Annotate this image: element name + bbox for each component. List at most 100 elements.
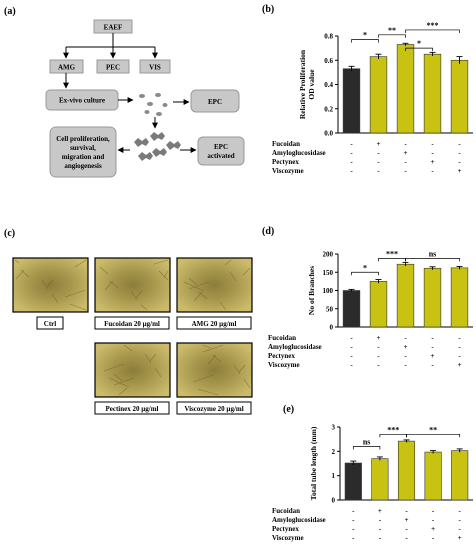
- bar-amyloglucosidase: [397, 440, 416, 501]
- treatment-mark: -: [379, 516, 382, 524]
- treatment-mark: -: [352, 525, 355, 533]
- significance-label: *: [363, 31, 367, 40]
- treatment-mark: +: [404, 149, 408, 157]
- panel-d-letter: (d): [262, 226, 274, 237]
- significance-label: *: [363, 263, 367, 272]
- y-tick-label: 0.0: [324, 130, 333, 138]
- treatment-mark: -: [431, 167, 434, 175]
- treatment-mark: -: [458, 352, 461, 360]
- significance-bracket: [352, 446, 381, 450]
- chart-b-proliferation: 0.0 0.2 0.4 0.6 0.8 Relative Proliferation OD …: [272, 21, 473, 175]
- micrograph-1: Ctrl: [12, 257, 89, 330]
- treatment-mark: -: [352, 507, 355, 515]
- y-axis-label: Relative Proliferation: [298, 49, 307, 119]
- treatment-mark: -: [377, 361, 380, 369]
- micrograph-4: Pectinex 20 µg/ml: [94, 342, 171, 415]
- treatment-mark: -: [405, 525, 408, 533]
- bar-amyloglucosidase: [396, 44, 415, 134]
- significance-bracket: [378, 258, 406, 262]
- activated-cell-icon: [134, 132, 181, 161]
- treatment-row-label: Amyloglucosidase: [272, 149, 326, 157]
- treatment-mark: +: [431, 525, 435, 533]
- significance-bracket: [405, 258, 460, 262]
- bar-viscozyme: [450, 267, 469, 328]
- epc-activated-line1: EPC: [214, 143, 228, 151]
- significance-label: ***: [427, 21, 439, 30]
- pec-label: PEC: [106, 64, 120, 72]
- micrograph-5: Viscozyme 20 µg/ml: [176, 342, 253, 415]
- tube-network-texture: [103, 344, 162, 396]
- treatment-mark: -: [350, 158, 353, 166]
- micrograph-caption-box: [176, 316, 252, 330]
- bar-viscozyme: [451, 450, 469, 501]
- treatment-row-label: Fucoidan: [272, 140, 300, 148]
- treatment-mark: -: [431, 149, 434, 157]
- treatment-mark: -: [458, 158, 461, 166]
- y-tick-label: 0.8: [324, 33, 333, 41]
- bar-pectynex: [424, 451, 442, 501]
- exvivo-label: Ex-vivo culture: [59, 97, 105, 105]
- y-tick-label: 0: [330, 324, 334, 332]
- micrograph-3: AMG 20 µg/ml: [176, 257, 253, 330]
- treatment-mark: -: [458, 334, 461, 342]
- vis-label: VIS: [149, 64, 161, 72]
- treatment-mark: -: [431, 140, 434, 148]
- tube-network-texture: [99, 259, 169, 311]
- significance-label: ns: [429, 249, 437, 258]
- panel-b-letter: (b): [262, 4, 274, 15]
- panel-c-letter: (c): [4, 228, 15, 239]
- treatment-mark: +: [458, 361, 462, 369]
- micrograph-caption-box: [94, 316, 170, 330]
- treatment-mark: +: [377, 140, 381, 148]
- treatment-mark: -: [377, 158, 380, 166]
- micrograph-caption: Fucoidan 20 µg/ml: [104, 320, 160, 328]
- significance-bracket: [405, 29, 460, 33]
- treatment-row-label: Fucoidan: [268, 334, 296, 342]
- micrograph-caption-box: [176, 401, 252, 415]
- significance-bracket: [378, 34, 406, 38]
- tube-network-texture: [192, 344, 251, 396]
- treatment-mark: +: [377, 334, 381, 342]
- y-axis-label: Total tube length (mm): [309, 426, 318, 500]
- treatment-row-label: Viscozyme: [272, 534, 304, 542]
- bar-amyloglucosidase: [396, 263, 415, 328]
- y-axis-label: No of Branches: [307, 266, 316, 315]
- micrograph-image: [176, 342, 253, 398]
- treatment-mark: -: [432, 516, 435, 524]
- epc-activated-box: [197, 136, 245, 166]
- vis-box: [139, 59, 171, 74]
- tube-network-texture: [14, 259, 87, 311]
- treatment-mark: -: [459, 516, 462, 524]
- treatment-mark: +: [404, 343, 408, 351]
- bar-fucoidan: [369, 56, 388, 134]
- bar-ctrl: [342, 290, 361, 328]
- micrograph-caption: Viscozyme 20 µg/ml: [184, 405, 243, 413]
- micrograph-caption-box: [94, 401, 170, 415]
- treatment-row-label: Pectynex: [272, 525, 299, 533]
- amg-label: AMG: [58, 64, 76, 72]
- significance-bracket: [379, 433, 407, 438]
- treatment-mark: -: [432, 534, 435, 542]
- treatment-mark: -: [458, 140, 461, 148]
- treatment-row-label: Pectynex: [272, 158, 299, 166]
- treatment-mark: -: [404, 140, 407, 148]
- treatment-mark: -: [350, 343, 353, 351]
- micrograph-caption: AMG 20 µg/ml: [192, 320, 237, 328]
- panel-a: (a) EAEF AMG PEC VIS Ex-vivo culture EPC: [4, 6, 245, 178]
- y-tick-label: 150: [323, 269, 334, 277]
- panel-e-letter: (e): [283, 404, 294, 415]
- micrograph-caption-box: [36, 316, 64, 330]
- treatment-mark: -: [379, 525, 382, 533]
- outcome-line4: angiogenesis: [64, 162, 102, 170]
- y-tick-label: 50: [326, 305, 334, 313]
- treatment-mark: -: [350, 334, 353, 342]
- y-tick-label: 3: [332, 424, 336, 432]
- treatment-mark: -: [350, 361, 353, 369]
- y-tick-label: 0.6: [324, 57, 333, 65]
- pec-box: [96, 59, 130, 74]
- y-tick-label: 2: [332, 448, 336, 456]
- panel-a-letter: (a): [4, 6, 16, 17]
- micrograph-caption: Ctrl: [44, 320, 56, 328]
